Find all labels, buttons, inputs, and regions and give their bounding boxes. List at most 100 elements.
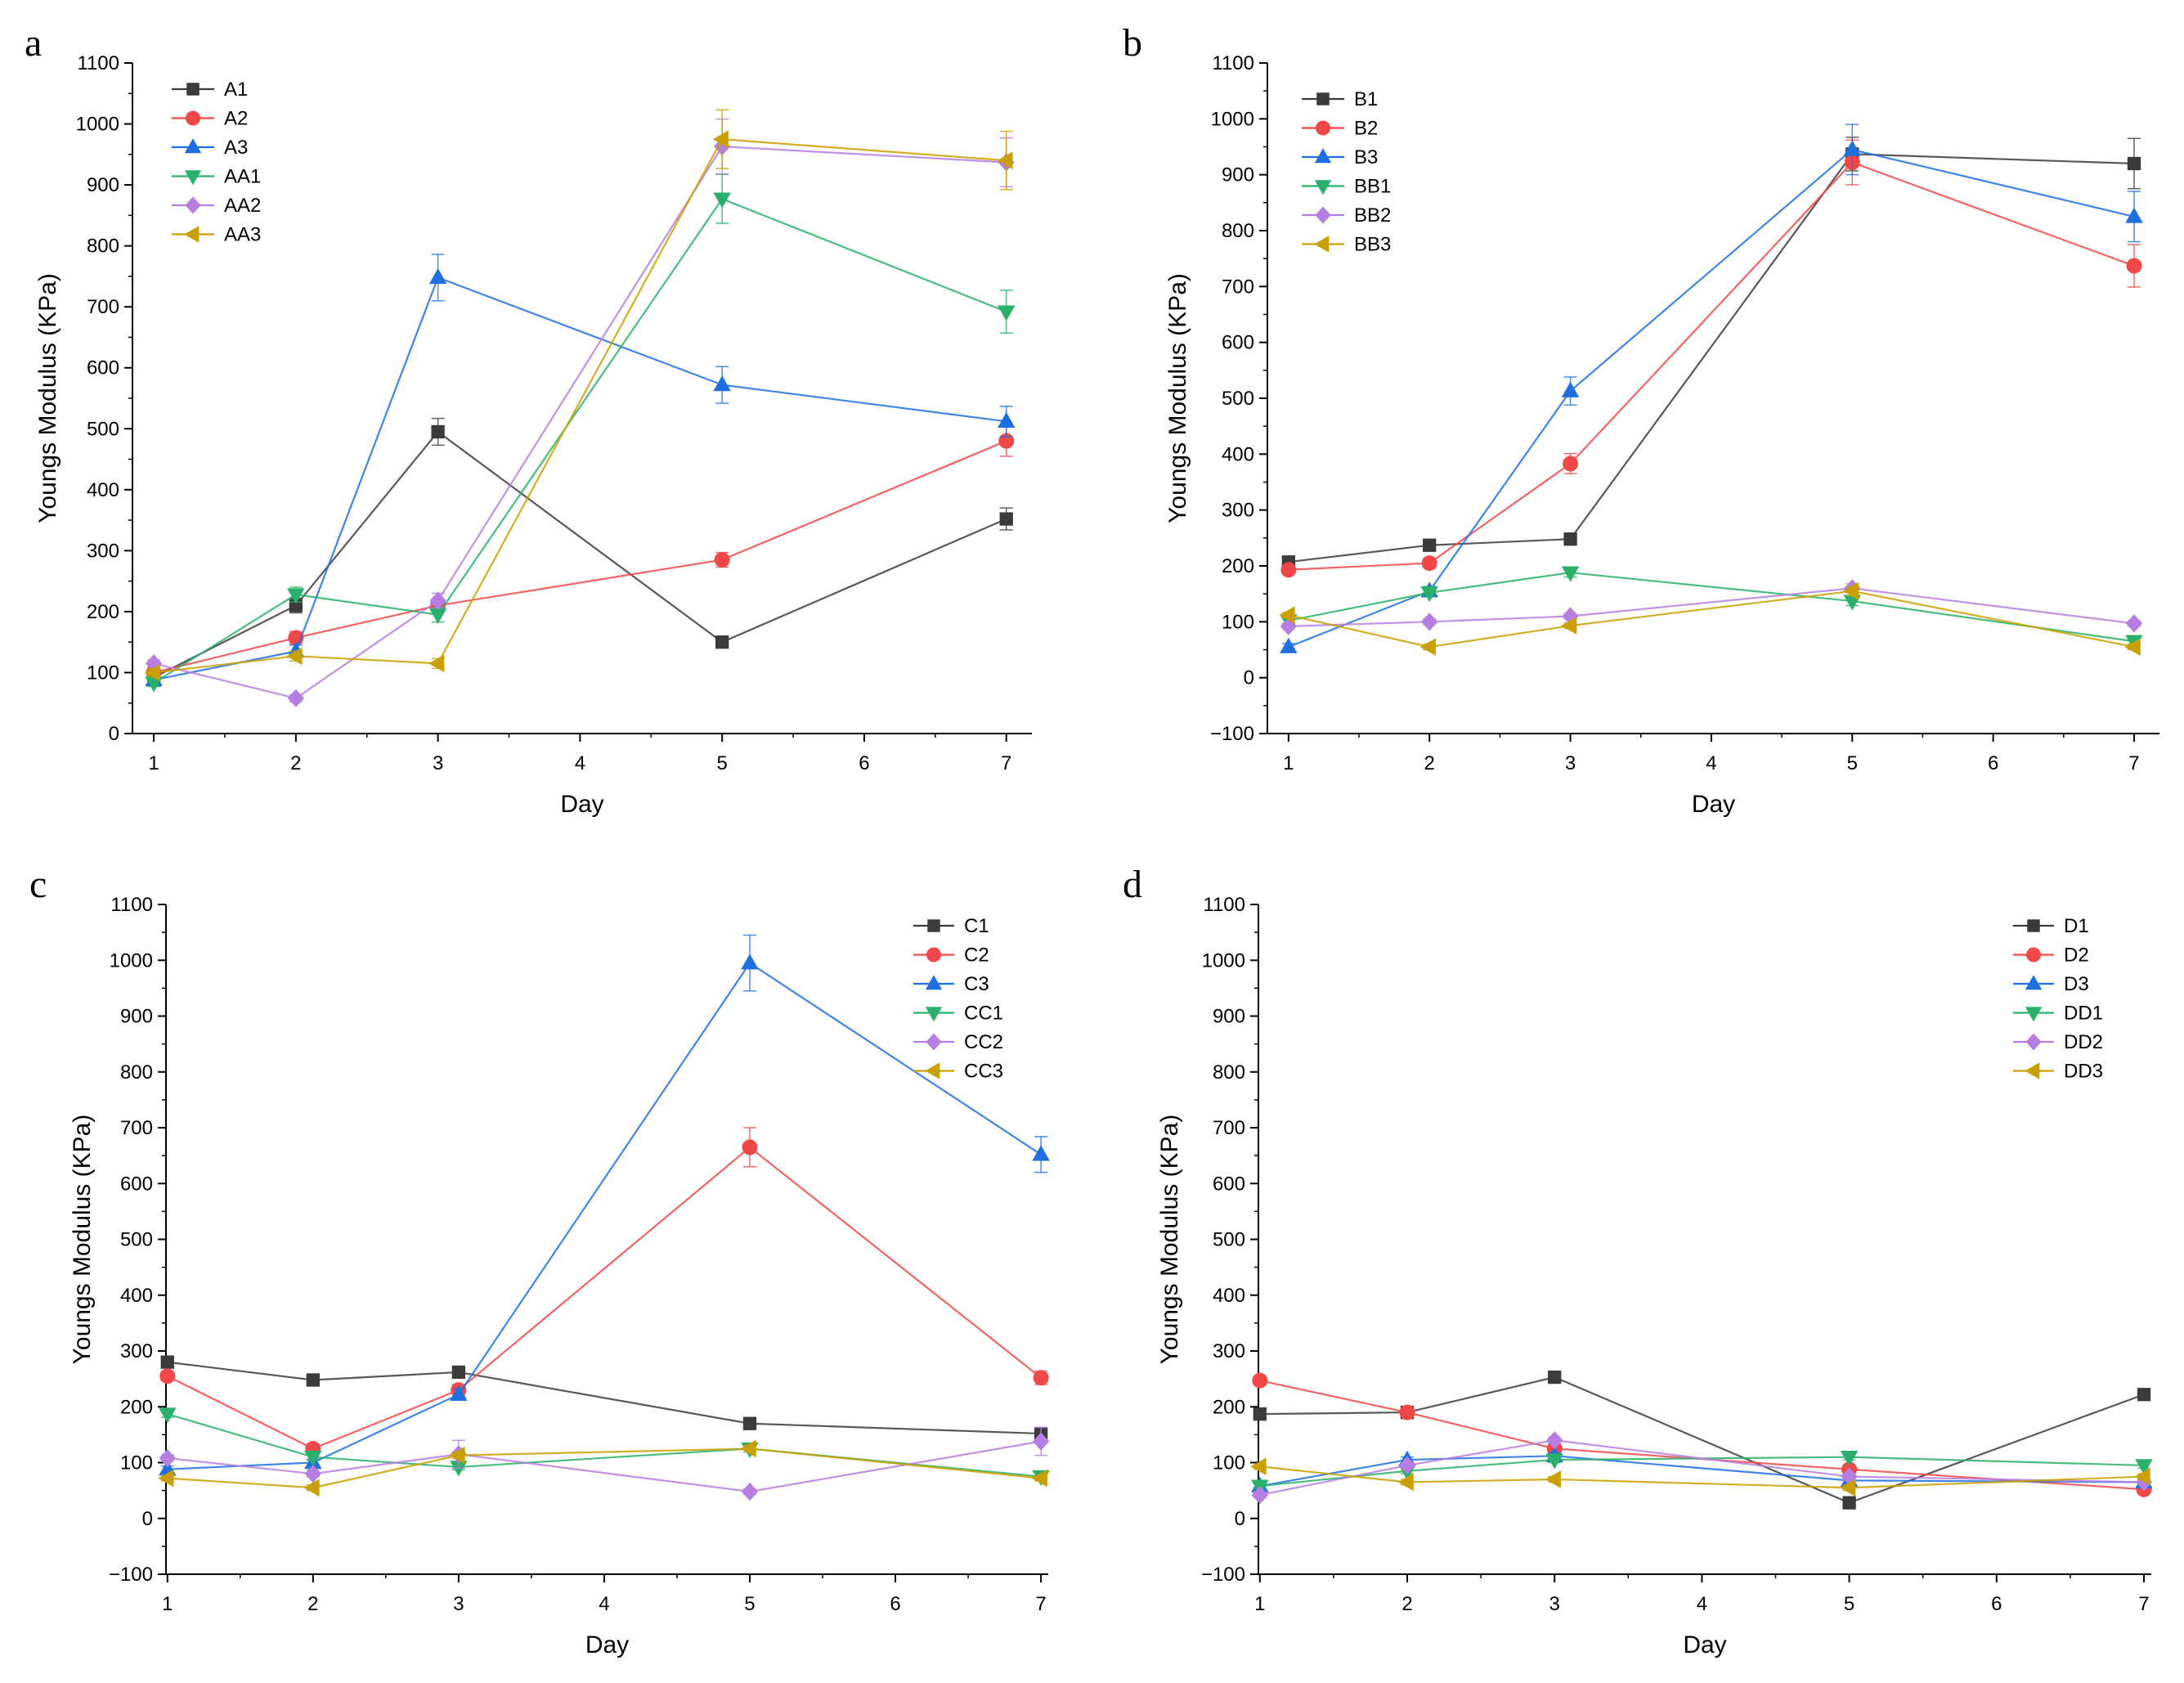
series-AA3 (144, 109, 1013, 682)
x-tick-label: 7 (1035, 1593, 1046, 1615)
legend-label: BB3 (1354, 234, 1391, 256)
data-point (144, 663, 160, 682)
data-point (1840, 1450, 1859, 1467)
data-point (1280, 637, 1298, 653)
y-tick-label: 1000 (1211, 108, 1254, 130)
x-tick-label: 4 (575, 752, 585, 774)
data-point (1280, 617, 1297, 635)
y-tick-label: 800 (1222, 220, 1254, 242)
data-point (431, 424, 445, 439)
x-tick-label: 4 (1697, 1593, 1707, 1615)
series-BB3 (1279, 581, 2141, 656)
data-point (997, 411, 1016, 429)
data-point (1399, 1404, 1415, 1420)
legend-marker (2025, 1033, 2042, 1051)
x-tick-label: 6 (1988, 752, 1998, 774)
x-tick-label: 4 (599, 1593, 609, 1615)
series-line (167, 1440, 1042, 1493)
legend-marker (1316, 92, 1330, 105)
series-BB2 (1280, 579, 2143, 635)
legend-label: AA3 (224, 224, 261, 246)
series-line (167, 1146, 1042, 1450)
series-DD3 (1250, 1457, 2150, 1497)
y-tick-label: 0 (109, 723, 119, 745)
y-tick-label: 700 (1213, 1117, 1245, 1139)
legend-marker (1314, 148, 1332, 164)
legend-marker (186, 110, 200, 126)
data-point (1421, 555, 1437, 572)
data-point (286, 647, 303, 666)
legend-label: B2 (1354, 118, 1378, 140)
data-point (1419, 638, 1436, 656)
data-point (1545, 1470, 1561, 1488)
data-point (997, 305, 1016, 321)
data-point (1546, 1431, 1563, 1450)
y-tick-label: 800 (87, 236, 119, 258)
series-line (153, 440, 1007, 674)
data-point (1032, 1432, 1050, 1451)
x-tick-label: 3 (1549, 1593, 1560, 1615)
data-point (2134, 1467, 2150, 1486)
panel-letter: a (25, 21, 42, 65)
data-point (428, 268, 447, 285)
data-point (1561, 381, 1580, 397)
legend: A1 A2 A3 AA1 AA2 AA3 (172, 79, 261, 246)
data-point (2135, 1459, 2153, 1475)
legend-label: CC3 (964, 1061, 1003, 1083)
y-tick-label: 300 (1222, 500, 1254, 522)
series-A1 (146, 417, 1013, 684)
legend-marker (925, 1007, 943, 1022)
data-point (1561, 566, 1580, 582)
x-tick-label: 2 (1401, 1593, 1412, 1615)
data-point (450, 1385, 468, 1401)
y-tick-label: 200 (120, 1396, 153, 1418)
legend: C1 C2 C3 CC1 CC2 CC3 (913, 915, 1003, 1083)
legend-label: D2 (2064, 945, 2089, 967)
x-tick-label: 5 (1844, 1593, 1854, 1615)
data-point (2125, 207, 2143, 223)
data-point (1842, 581, 1859, 600)
x-axis-title: Day (585, 1631, 629, 1658)
legend-label: BB1 (1354, 176, 1391, 198)
x-tick-label: 2 (1424, 752, 1435, 774)
x-tick-label: 1 (162, 1593, 173, 1615)
legend-marker (184, 226, 200, 243)
legend-label: D3 (2064, 973, 2089, 995)
y-tick-label: 300 (120, 1340, 153, 1362)
x-tick-label: 7 (1001, 752, 1011, 774)
legend-label: C1 (964, 915, 989, 937)
y-tick-label: 200 (87, 601, 119, 623)
data-point (2126, 258, 2142, 274)
x-tick-label: 1 (148, 752, 159, 774)
data-point (1843, 140, 1862, 156)
data-point (1545, 1453, 1563, 1470)
data-point (2137, 1388, 2151, 1402)
y-tick-label: 200 (1222, 555, 1254, 577)
data-point (428, 608, 447, 625)
legend-label: DD1 (2064, 1003, 2103, 1025)
y-tick-label: −100 (1210, 723, 1254, 745)
y-tick-label: 800 (120, 1061, 153, 1084)
series-CC3 (158, 1439, 1048, 1497)
y-tick-label: 200 (1213, 1396, 1245, 1418)
y-tick-label: 900 (1222, 164, 1254, 186)
series-line (1288, 153, 2135, 563)
y-tick-label: 1000 (110, 949, 153, 972)
legend: B1 B2 B3 BB1 BB2 BB3 (1302, 88, 1391, 256)
y-tick-label: 900 (1213, 1006, 1245, 1028)
y-tick-label: 100 (87, 662, 119, 684)
panel-d: d −100 0 100 200 300 400 500 600 700 800 900 1000 110… (1123, 863, 2153, 1658)
legend-label: CC1 (964, 1003, 1003, 1025)
y-tick-label: 700 (87, 296, 119, 318)
data-point (158, 1469, 174, 1488)
series-line (1288, 590, 2135, 649)
legend-marker (1314, 236, 1330, 253)
data-point (160, 1355, 174, 1369)
x-tick-label: 3 (433, 752, 443, 774)
y-tick-label: 300 (1213, 1340, 1245, 1362)
data-point (741, 954, 759, 970)
legend-label: A3 (224, 137, 248, 159)
y-tick-label: 0 (1244, 667, 1254, 689)
data-point (1420, 586, 1438, 603)
